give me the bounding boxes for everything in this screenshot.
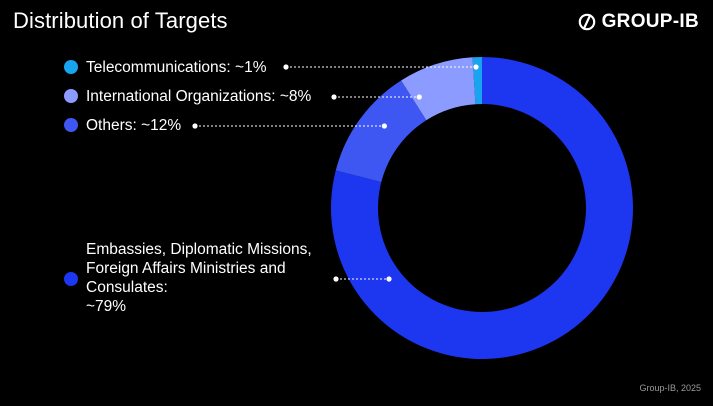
legend-marker [64,60,78,74]
chart-title: Distribution of Targets [13,8,228,33]
legend-item-others: Others: ~12% [64,116,181,135]
logo-text: GROUP-IB [601,11,699,32]
group-ib-logo-icon [578,13,595,31]
group-ib-logo: GROUP-IB [578,11,699,33]
legend-label: Embassies, Diplomatic Missions, Foreign … [86,241,312,315]
leader-line-international-organizations [331,94,422,100]
legend-marker [64,272,78,286]
legend-item-telecommunications: Telecommunications: ~1% [64,58,267,77]
leader-line-others [192,123,387,129]
legend-label: Telecommunications: ~1% [86,59,267,76]
legend-item-embassies: Embassies, Diplomatic Missions, Foreign … [64,240,312,316]
legend-item-international-organizations: International Organizations: ~8% [64,87,311,106]
legend-marker [64,89,78,103]
leader-line-telecommunications [283,64,479,70]
donut-slice-embassies [331,57,634,360]
leader-line-embassies [333,276,392,282]
legend-label: International Organizations: ~8% [86,88,312,105]
source-footer: Group-IB, 2025 [639,383,701,393]
legend-marker [64,118,78,132]
donut-slice-others [335,80,427,183]
legend-label: Others: ~12% [86,117,182,134]
donut-slice-international-organizations [401,57,476,121]
